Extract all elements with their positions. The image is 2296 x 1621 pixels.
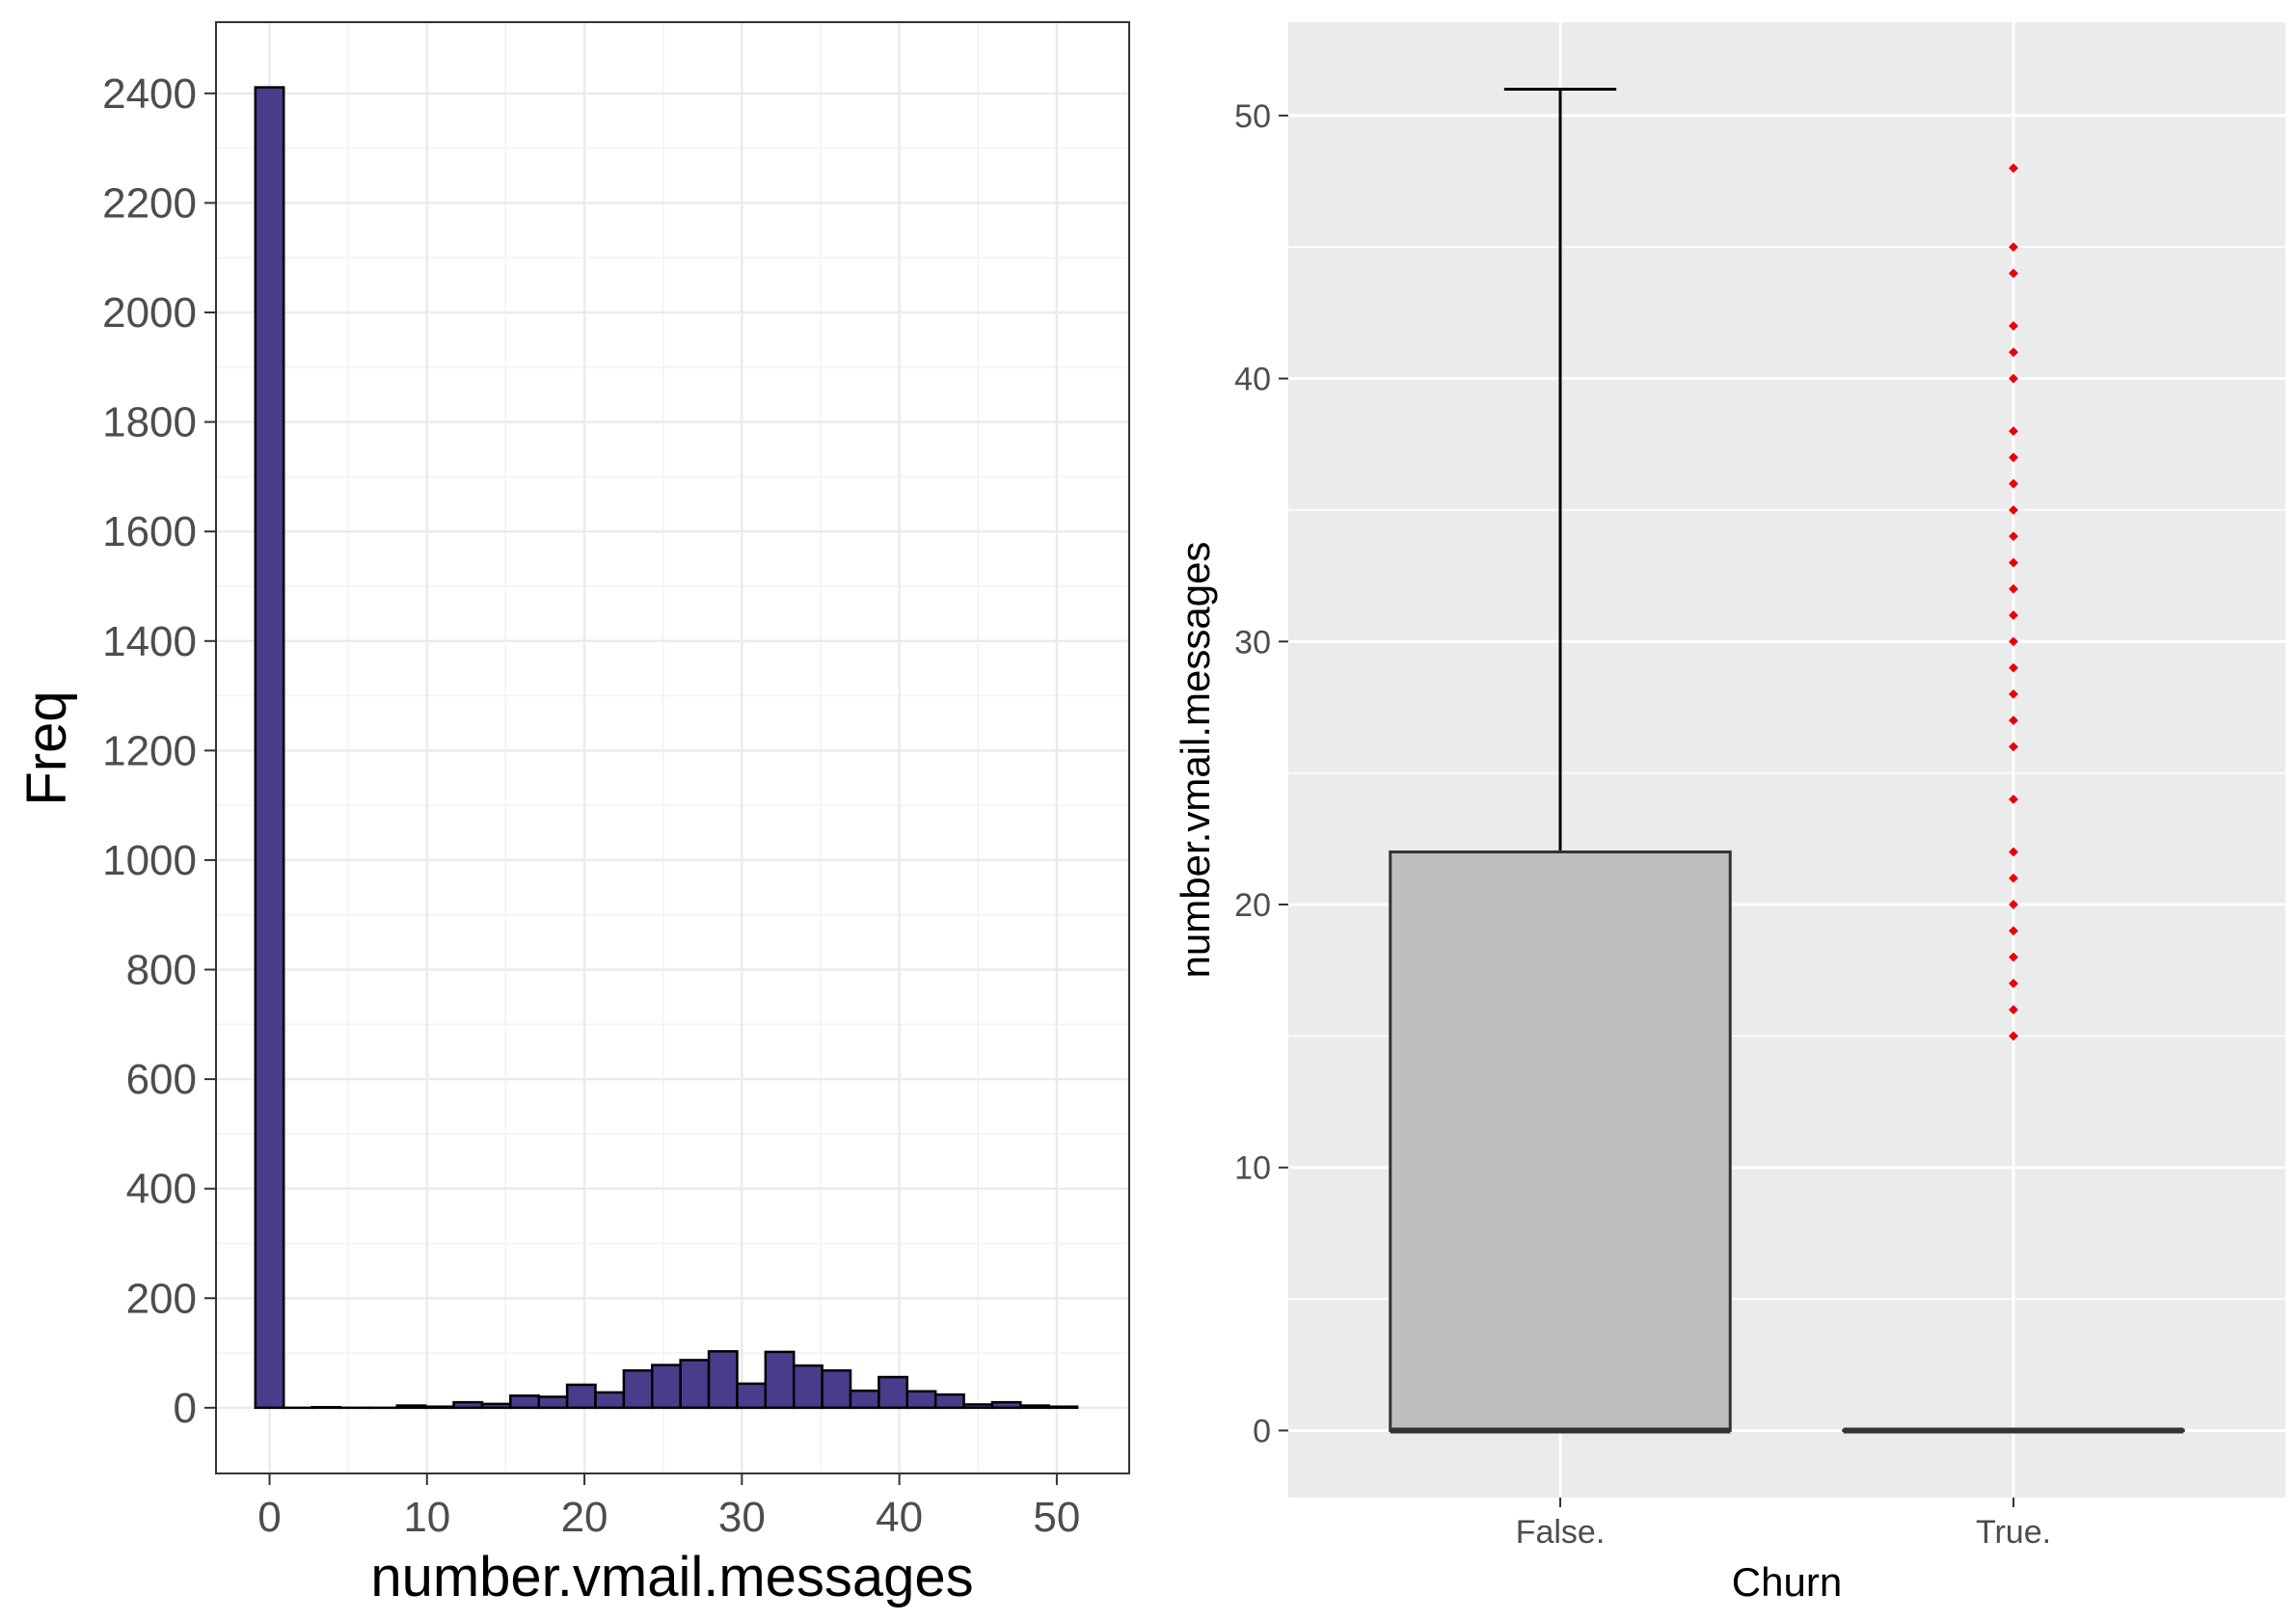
histogram-y-axis-title: Freq	[15, 690, 78, 805]
outlier-point	[2009, 426, 2018, 437]
outlier-point	[2009, 1031, 2018, 1041]
outlier-point	[2009, 610, 2018, 620]
histogram-x-axis: 0 10 20 30 40 50	[257, 1473, 1080, 1541]
outlier-point	[2009, 1005, 2018, 1015]
y-tick-label: 20	[1234, 887, 1271, 924]
histogram-bar	[622, 1368, 654, 1410]
histogram-bars	[254, 86, 1079, 1410]
histogram-bar	[509, 1394, 540, 1410]
y-tick-label: 2200	[102, 179, 197, 227]
outlier-point	[2009, 636, 2018, 647]
y-tick-label: 1200	[102, 727, 197, 774]
outlier-point	[2009, 662, 2018, 673]
y-tick-label: 1600	[102, 508, 197, 555]
histogram-bar	[821, 1368, 852, 1410]
histogram-panel	[216, 22, 1129, 1473]
outlier-point	[2009, 583, 2018, 594]
boxplot-x-axis-title: Churn	[1732, 1559, 1842, 1605]
y-tick-label: 2400	[102, 70, 197, 118]
y-tick-label: 10	[1234, 1150, 1271, 1187]
histogram-bar	[1047, 1405, 1079, 1410]
outlier-point	[2009, 557, 2018, 568]
histogram-bar	[849, 1389, 880, 1410]
outlier-point	[2009, 952, 2018, 962]
outlier-point	[2009, 452, 2018, 463]
y-tick-label: 1400	[102, 618, 197, 665]
box-iqr	[1389, 850, 1732, 1432]
boxplot-y-axis: 0 10 20 30 40 50	[1234, 98, 1288, 1449]
boxplot-y-axis-title: number.vmail.messages	[1173, 542, 1218, 979]
boxplot-x-axis: False. True.	[1516, 1498, 2051, 1551]
outlier-point	[2009, 689, 2018, 699]
histogram-bar	[423, 1405, 455, 1410]
y-tick-label: 1000	[102, 837, 197, 884]
outlier-point	[2009, 716, 2018, 726]
histogram-bar	[565, 1383, 597, 1410]
x-tick-label: True.	[1976, 1514, 2051, 1551]
histogram-bar	[990, 1400, 1022, 1410]
histogram-y-axis: 0 200 400 600 800 1000 1200 1400 1600 1800 2000 220…	[102, 70, 216, 1432]
y-tick-label: 400	[126, 1166, 197, 1213]
histogram-bar	[878, 1375, 909, 1410]
histogram-bar	[254, 86, 285, 1410]
y-tick-label: 40	[1234, 362, 1271, 398]
histogram-bar	[764, 1350, 796, 1410]
outlier-point	[2009, 531, 2018, 542]
outlier-point	[2009, 163, 2018, 174]
y-tick-label: 600	[126, 1056, 197, 1103]
x-tick-label: 20	[561, 1494, 608, 1541]
histogram-bar	[679, 1359, 711, 1410]
histogram-bar	[933, 1392, 965, 1410]
outlier-point	[2009, 926, 2018, 936]
histogram-bar	[537, 1395, 569, 1410]
histogram-bar	[905, 1390, 937, 1410]
histogram-bar	[736, 1382, 768, 1410]
y-tick-label: 800	[126, 947, 197, 994]
outlier-point	[2009, 900, 2018, 909]
histogram-chart: 0200400600800100012001400160018002000220…	[15, 21, 1130, 1608]
histogram-bar	[1019, 1404, 1050, 1410]
histogram-bar	[452, 1400, 484, 1410]
histogram-bar	[594, 1391, 626, 1410]
x-tick-label: 40	[876, 1494, 923, 1541]
outlier-point	[2009, 504, 2018, 515]
y-tick-label: 50	[1234, 98, 1271, 135]
x-tick-label: 0	[257, 1494, 281, 1541]
outlier-point	[2009, 478, 2018, 489]
x-tick-label: 30	[718, 1494, 766, 1541]
histogram-bar	[480, 1402, 512, 1410]
boxplot-marks	[1389, 88, 2185, 1434]
histogram-bar	[395, 1404, 427, 1410]
outlier-point	[2009, 742, 2018, 752]
histogram-bar	[792, 1364, 824, 1410]
outlier-point	[2009, 873, 2018, 883]
x-tick-label: 10	[403, 1494, 450, 1541]
y-tick-label: 0	[174, 1385, 197, 1432]
x-tick-label: False.	[1516, 1514, 1606, 1551]
histogram-bar	[962, 1403, 994, 1410]
y-tick-label: 30	[1234, 624, 1271, 661]
outlier-point	[2009, 321, 2018, 331]
outlier-point	[2009, 242, 2018, 253]
boxplot-chart: 0 10 20 30 40 50 False. True. Churn number.vma…	[1173, 22, 2285, 1605]
histogram-bar	[707, 1350, 739, 1410]
outlier-point	[2009, 347, 2018, 358]
x-tick-label: 50	[1033, 1494, 1080, 1541]
y-tick-label: 0	[1253, 1413, 1271, 1449]
y-tick-label: 2000	[102, 289, 197, 337]
histogram-x-axis-title: number.vmail.messages	[370, 1546, 973, 1608]
histogram-bar	[311, 1406, 342, 1410]
outlier-point	[2009, 978, 2018, 988]
y-tick-label: 200	[126, 1275, 197, 1322]
outlier-point	[2009, 847, 2018, 857]
histogram-bar	[651, 1364, 682, 1410]
outlier-point	[2009, 268, 2018, 279]
histogram-panel-border	[215, 21, 1130, 1474]
y-tick-label: 1800	[102, 399, 197, 446]
outlier-point	[2009, 373, 2018, 384]
outlier-point	[2009, 794, 2018, 804]
